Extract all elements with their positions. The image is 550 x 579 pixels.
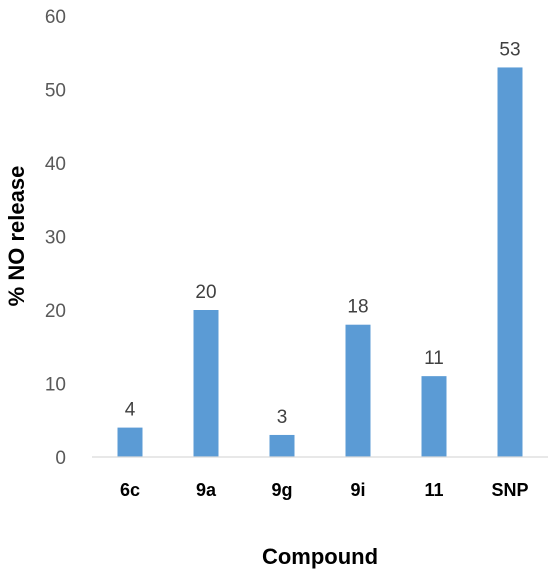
y-tick-label: 60	[45, 7, 66, 28]
x-tick-label: 11	[424, 480, 443, 500]
data-label: 53	[499, 39, 520, 60]
x-tick-label: 9i	[350, 480, 365, 500]
x-tick-label: 6c	[120, 480, 140, 500]
y-axis-title: % NO release	[4, 166, 29, 307]
y-tick-label: 50	[45, 81, 66, 102]
y-tick-label: 10	[45, 375, 66, 396]
y-tick-label: 0	[55, 448, 66, 469]
y-tick-label: 30	[45, 228, 66, 249]
bar	[193, 310, 219, 457]
data-label: 20	[195, 282, 216, 303]
y-tick-label: 40	[45, 154, 66, 175]
x-tick-label: SNP	[491, 480, 528, 500]
x-tick-label: 9a	[196, 480, 217, 500]
y-axis-ticks: 0 10 20 30 40 50 60	[45, 7, 66, 469]
bar	[345, 324, 371, 457]
bar	[497, 67, 523, 457]
x-axis-title: Compound	[262, 544, 378, 569]
y-tick-label: 20	[45, 301, 66, 322]
data-labels: 4 20 3 18 11 53	[125, 39, 521, 428]
x-tick-label: 9g	[271, 480, 292, 500]
bar	[421, 376, 447, 457]
data-label: 18	[347, 297, 368, 318]
x-axis-ticks: 6c 9a 9g 9i 11 SNP	[120, 480, 529, 500]
bar	[117, 427, 143, 457]
data-label: 3	[277, 407, 288, 428]
data-label: 11	[424, 348, 444, 369]
bar	[269, 434, 295, 457]
bars	[117, 67, 523, 457]
data-label: 4	[125, 400, 136, 421]
